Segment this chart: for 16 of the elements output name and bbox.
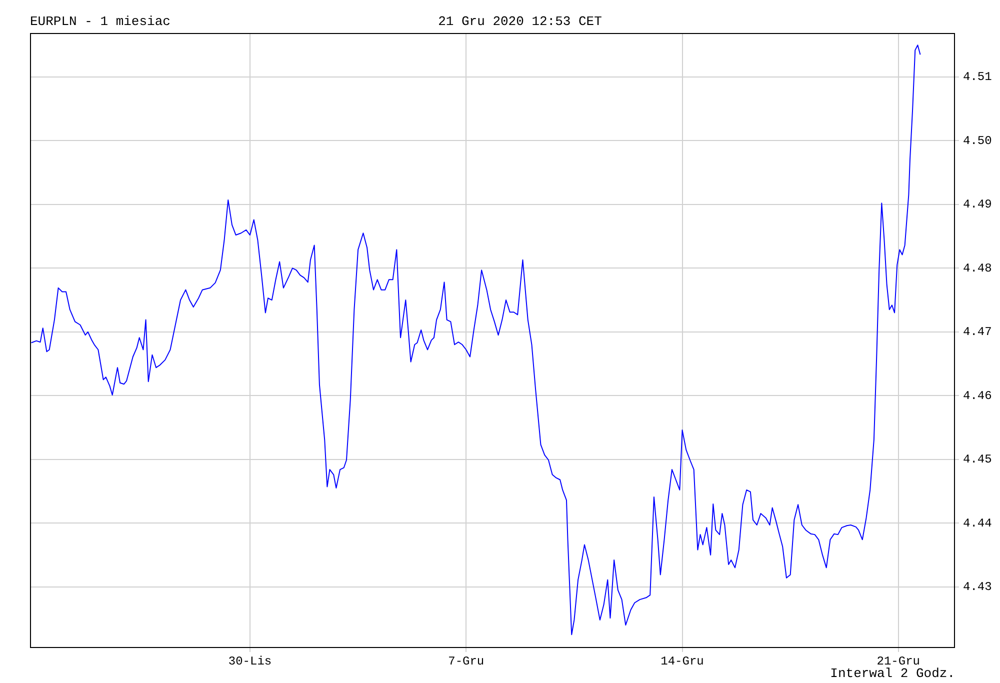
y-tick-label: 4.46 bbox=[963, 388, 992, 403]
y-tick-label: 4.48 bbox=[963, 261, 992, 276]
y-tick-label: 4.44 bbox=[963, 516, 992, 530]
y-tick-label: 4.50 bbox=[963, 134, 992, 148]
chart-title: EURPLN - 1 miesiac bbox=[30, 14, 170, 29]
y-tick-label: 4.51 bbox=[963, 70, 992, 84]
chart-subtitle: 21 Gru 2020 12:53 CET bbox=[438, 14, 602, 29]
y-tick-label: 4.49 bbox=[963, 198, 992, 212]
text: Interwal 2 Godz. bbox=[830, 666, 955, 681]
y-tick-label: 4.43 bbox=[963, 580, 992, 594]
y-tick-label: 4.47 bbox=[963, 325, 992, 340]
x-tick-label: 30-Lis bbox=[228, 654, 272, 668]
y-tick-label: 4.45 bbox=[963, 452, 992, 467]
x-tick-label: 21-Gru bbox=[876, 654, 920, 668]
x-tick-label: 7-Gru bbox=[448, 654, 484, 668]
x-tick-label: 14-Gru bbox=[660, 654, 704, 668]
